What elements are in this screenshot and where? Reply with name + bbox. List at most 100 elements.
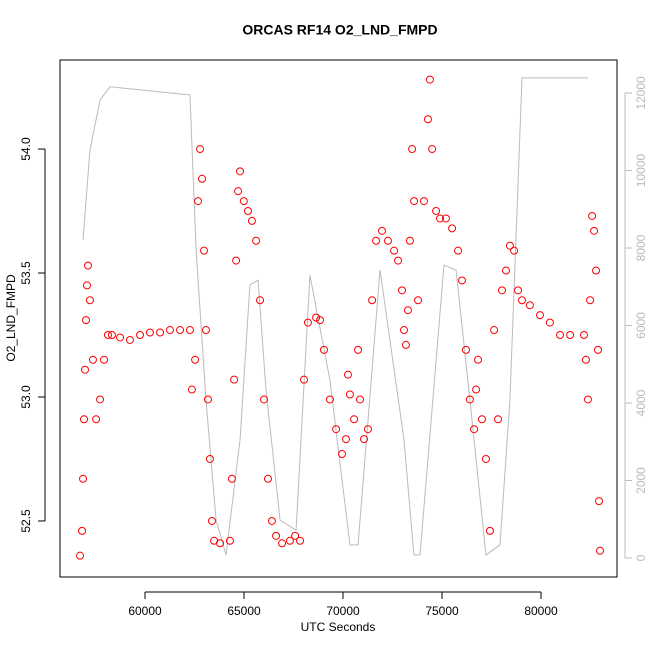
point (363, 425, 372, 434)
point (592, 266, 601, 275)
point (125, 335, 134, 344)
point (82, 281, 91, 290)
point (196, 145, 205, 154)
point (345, 390, 354, 399)
point (490, 326, 499, 335)
point (100, 355, 109, 364)
point (234, 187, 243, 196)
point (80, 415, 89, 424)
point (201, 326, 210, 335)
point (536, 311, 545, 320)
point (525, 301, 534, 310)
y2-tick-label: 6000 (634, 312, 648, 339)
y-tick-label: 53.0 (19, 385, 33, 409)
point (81, 316, 90, 325)
point (556, 330, 565, 339)
point (225, 536, 234, 545)
point (81, 365, 90, 374)
plot-frame (59, 59, 618, 578)
y2-tick-label: 4000 (634, 389, 648, 416)
point (200, 246, 209, 255)
point (187, 385, 196, 394)
point (267, 516, 276, 525)
point (399, 326, 408, 335)
point (103, 330, 112, 339)
point (461, 345, 470, 354)
point (505, 241, 514, 250)
point (343, 370, 352, 379)
point (394, 256, 403, 265)
point (116, 333, 125, 342)
y2-tick-label: 10000 (634, 154, 648, 188)
point (436, 214, 445, 223)
point (359, 435, 368, 444)
point (272, 531, 281, 540)
point (79, 474, 88, 483)
point (398, 286, 407, 295)
point (383, 236, 392, 245)
point (227, 474, 236, 483)
point (291, 531, 300, 540)
point (478, 415, 487, 424)
point (316, 316, 325, 325)
point (78, 526, 87, 535)
point (414, 296, 423, 305)
point (260, 395, 269, 404)
point (401, 340, 410, 349)
point (356, 395, 365, 404)
point (405, 236, 414, 245)
point (448, 224, 457, 233)
point (205, 454, 214, 463)
point (583, 395, 592, 404)
point (494, 415, 503, 424)
point (332, 425, 341, 434)
point (243, 207, 252, 216)
x-tick-label: 75000 (425, 604, 459, 618)
point (263, 474, 272, 483)
point (76, 551, 85, 560)
point (472, 385, 481, 394)
x-tick-label: 65000 (227, 604, 261, 618)
point (368, 296, 377, 305)
point (372, 236, 381, 245)
point (207, 516, 216, 525)
point (423, 115, 432, 124)
point (185, 326, 194, 335)
point (236, 167, 245, 176)
point (432, 207, 441, 216)
point (156, 328, 165, 337)
point (410, 197, 419, 206)
y-tick-label: 53.5 (19, 261, 33, 285)
point (419, 197, 428, 206)
point (136, 330, 145, 339)
point (191, 355, 200, 364)
point (341, 435, 350, 444)
point (403, 306, 412, 315)
point (590, 226, 599, 235)
point (194, 197, 203, 206)
point (252, 236, 261, 245)
y-tick-label: 54.0 (19, 137, 33, 161)
point (485, 526, 494, 535)
point (501, 266, 510, 275)
point (579, 330, 588, 339)
point (107, 330, 116, 339)
point (278, 539, 287, 548)
x-tick-label: 80000 (524, 604, 558, 618)
x-axis-label: UTC Seconds (301, 620, 376, 634)
point (465, 395, 474, 404)
point (285, 536, 294, 545)
point (596, 546, 605, 555)
y-axis-label: O2_LND_FMPD (4, 274, 18, 362)
point (256, 296, 265, 305)
point (566, 330, 575, 339)
point (354, 345, 363, 354)
point (588, 211, 597, 220)
x-tick-label: 60000 (128, 604, 162, 618)
point (350, 415, 359, 424)
point (594, 345, 603, 354)
point (296, 536, 305, 545)
